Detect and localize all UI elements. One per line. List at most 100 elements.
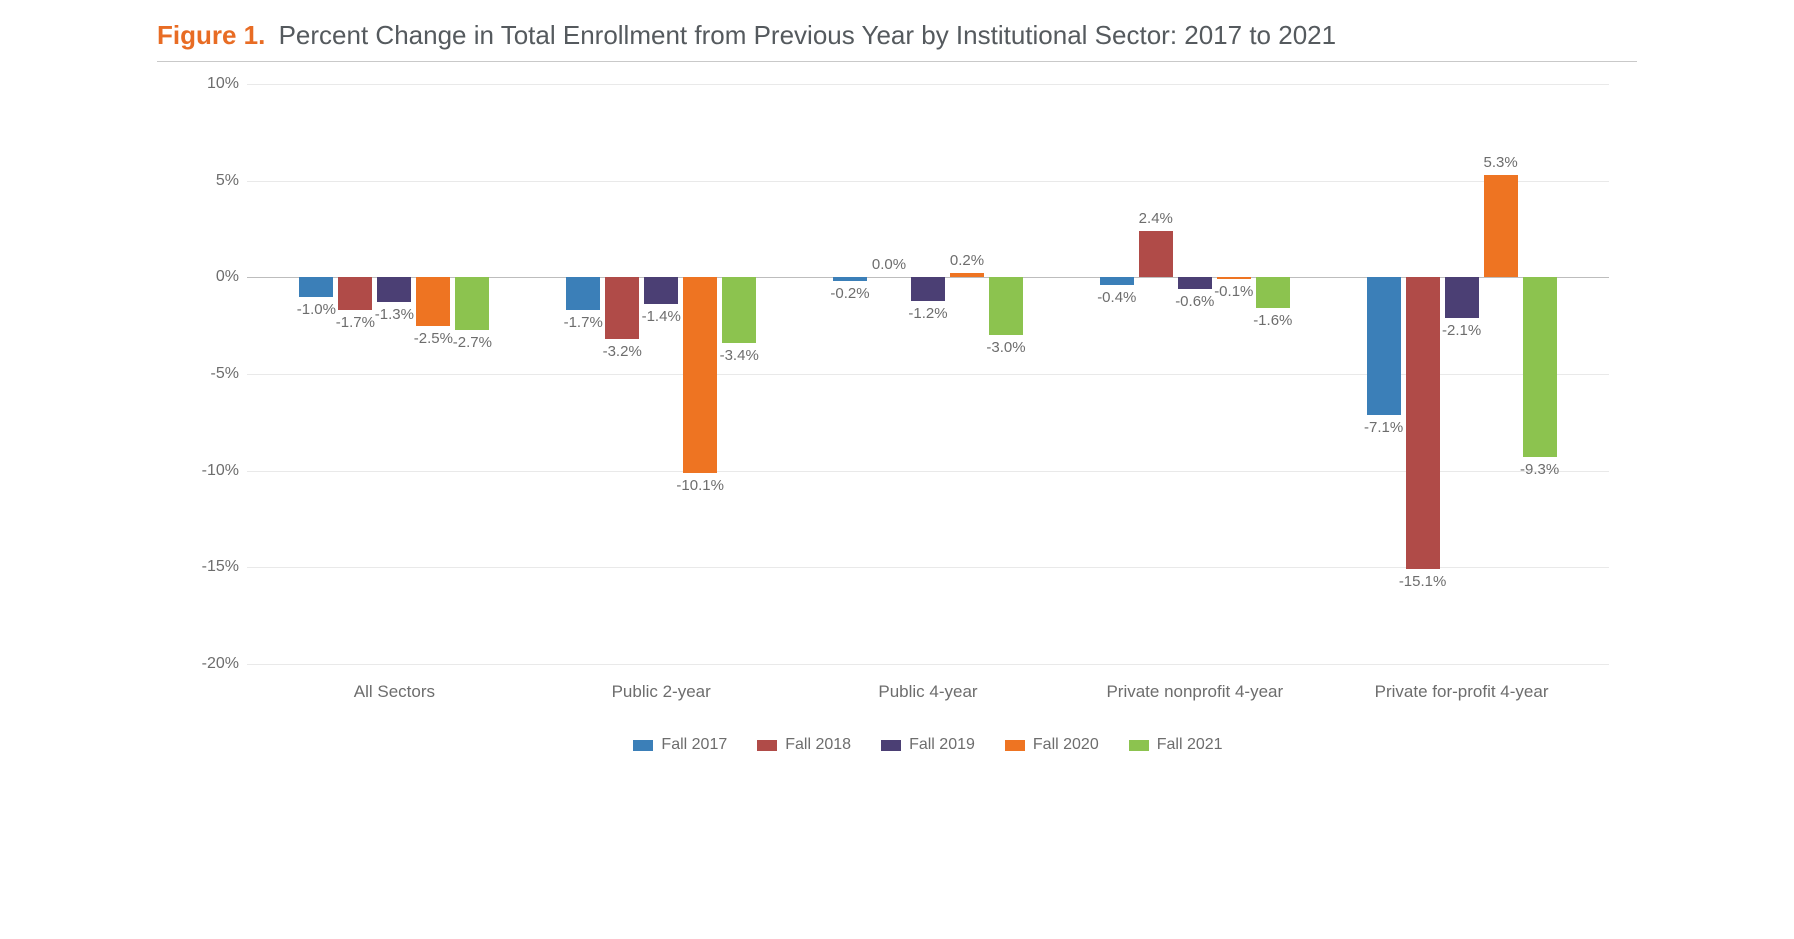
bar-value-label: -1.3%: [375, 306, 414, 323]
x-category-label: Public 4-year: [795, 682, 1062, 702]
y-tick-label: -20%: [165, 655, 239, 673]
bar: -15.1%: [1406, 84, 1440, 664]
bar-value-label: -10.1%: [676, 477, 724, 494]
bar-rect: [455, 277, 489, 329]
legend-swatch: [633, 740, 653, 751]
legend-swatch: [757, 740, 777, 751]
bar-rect: [1256, 277, 1290, 308]
y-tick-label: 10%: [165, 75, 239, 93]
bar-group: -1.0%-1.7%-1.3%-2.5%-2.7%: [261, 84, 528, 664]
bar-groups: -1.0%-1.7%-1.3%-2.5%-2.7%-1.7%-3.2%-1.4%…: [261, 84, 1595, 664]
plot-area: 10%5%0%-5%-10%-15%-20%-1.0%-1.7%-1.3%-2.…: [247, 84, 1609, 664]
x-category-label: Public 2-year: [528, 682, 795, 702]
legend-label: Fall 2020: [1033, 736, 1099, 754]
legend-item: Fall 2020: [1005, 736, 1099, 754]
bar-rect: [299, 277, 333, 296]
bar: -1.6%: [1256, 84, 1290, 664]
bar: -0.4%: [1100, 84, 1134, 664]
bar-rect: [833, 277, 867, 281]
bar-value-label: -0.2%: [830, 285, 869, 302]
bar-value-label: -2.7%: [453, 334, 492, 351]
bar: -0.1%: [1217, 84, 1251, 664]
figure-container: Figure 1. Percent Change in Total Enroll…: [157, 20, 1637, 754]
bar-value-label: -2.1%: [1442, 322, 1481, 339]
bar: -3.4%: [722, 84, 756, 664]
bar-group: -1.7%-3.2%-1.4%-10.1%-3.4%: [528, 84, 795, 664]
bar-rect: [605, 277, 639, 339]
bar-value-label: 5.3%: [1483, 154, 1517, 171]
bar-rect: [338, 277, 372, 310]
bar-value-label: -1.0%: [297, 301, 336, 318]
bar-cluster: -1.7%-3.2%-1.4%-10.1%-3.4%: [566, 84, 756, 664]
bar-value-label: -0.4%: [1097, 289, 1136, 306]
bar: -1.2%: [911, 84, 945, 664]
x-category-label: All Sectors: [261, 682, 528, 702]
bar-rect: [1178, 277, 1212, 289]
bar-value-label: -7.1%: [1364, 419, 1403, 436]
y-tick-label: -15%: [165, 558, 239, 576]
chart-area: 10%5%0%-5%-10%-15%-20%-1.0%-1.7%-1.3%-2.…: [157, 68, 1637, 754]
legend-label: Fall 2019: [909, 736, 975, 754]
legend-item: Fall 2017: [633, 736, 727, 754]
legend-label: Fall 2021: [1157, 736, 1223, 754]
legend-label: Fall 2017: [661, 736, 727, 754]
bar-value-label: 2.4%: [1139, 210, 1173, 227]
x-category-label: Private for-profit 4-year: [1328, 682, 1595, 702]
bar-rect: [1406, 277, 1440, 569]
bar-value-label: -0.6%: [1175, 293, 1214, 310]
x-category-label: Private nonprofit 4-year: [1061, 682, 1328, 702]
x-axis-labels: All SectorsPublic 2-yearPublic 4-yearPri…: [261, 682, 1595, 702]
bar-rect: [566, 277, 600, 310]
bar-value-label: -3.4%: [720, 347, 759, 364]
bar: -1.7%: [338, 84, 372, 664]
bar: 2.4%: [1139, 84, 1173, 664]
bar-value-label: -9.3%: [1520, 461, 1559, 478]
bar-rect: [644, 277, 678, 304]
legend-swatch: [1129, 740, 1149, 751]
y-tick-label: -10%: [165, 462, 239, 480]
bar-value-label: -1.4%: [642, 308, 681, 325]
bar-cluster: -7.1%-15.1%-2.1% 5.3% -9.3%: [1367, 84, 1557, 664]
bar: -3.0%: [989, 84, 1023, 664]
bar-value-label: -1.7%: [336, 314, 375, 331]
bar-rect: [683, 277, 717, 472]
y-tick-label: 5%: [165, 172, 239, 190]
bar: -2.7%: [455, 84, 489, 664]
bar-group: -0.4% 2.4% -0.6%-0.1%-1.6%: [1061, 84, 1328, 664]
bar: 0.0%: [872, 84, 906, 664]
legend-item: Fall 2021: [1129, 736, 1223, 754]
bar-rect: [1484, 175, 1518, 277]
bar-value-label: 0.2%: [950, 252, 984, 269]
bar: -2.5%: [416, 84, 450, 664]
bar-rect: [722, 277, 756, 343]
bar: -1.0%: [299, 84, 333, 664]
bar-rect: [950, 273, 984, 277]
legend-item: Fall 2019: [881, 736, 975, 754]
bar-cluster: -0.2%0.0% -1.2% 0.2% -3.0%: [833, 84, 1023, 664]
bar-cluster: -0.4% 2.4% -0.6%-0.1%-1.6%: [1100, 84, 1290, 664]
bar: -2.1%: [1445, 84, 1479, 664]
bar-rect: [1217, 277, 1251, 279]
legend: Fall 2017 Fall 2018 Fall 2019 Fall 2020 Fall…: [247, 736, 1609, 754]
bar-rect: [1139, 231, 1173, 277]
bar: -0.6%: [1178, 84, 1212, 664]
bar-group: -0.2%0.0% -1.2% 0.2% -3.0%: [795, 84, 1062, 664]
bar-rect: [1367, 277, 1401, 414]
legend-label: Fall 2018: [785, 736, 851, 754]
bar-value-label: 0.0%: [872, 256, 906, 273]
figure-label: Figure 1.: [157, 20, 265, 50]
bar: 5.3%: [1484, 84, 1518, 664]
figure-title-row: Figure 1. Percent Change in Total Enroll…: [157, 20, 1637, 62]
bar-value-label: -0.1%: [1214, 283, 1253, 300]
bar-group: -7.1%-15.1%-2.1% 5.3% -9.3%: [1328, 84, 1595, 664]
bar-rect: [1100, 277, 1134, 285]
bar-rect: [377, 277, 411, 302]
gridline: [247, 664, 1609, 665]
bar-rect: [1445, 277, 1479, 318]
bar: -1.4%: [644, 84, 678, 664]
bar: 0.2%: [950, 84, 984, 664]
legend-swatch: [1005, 740, 1025, 751]
bar-rect: [416, 277, 450, 325]
bar: -0.2%: [833, 84, 867, 664]
bar: -1.7%: [566, 84, 600, 664]
